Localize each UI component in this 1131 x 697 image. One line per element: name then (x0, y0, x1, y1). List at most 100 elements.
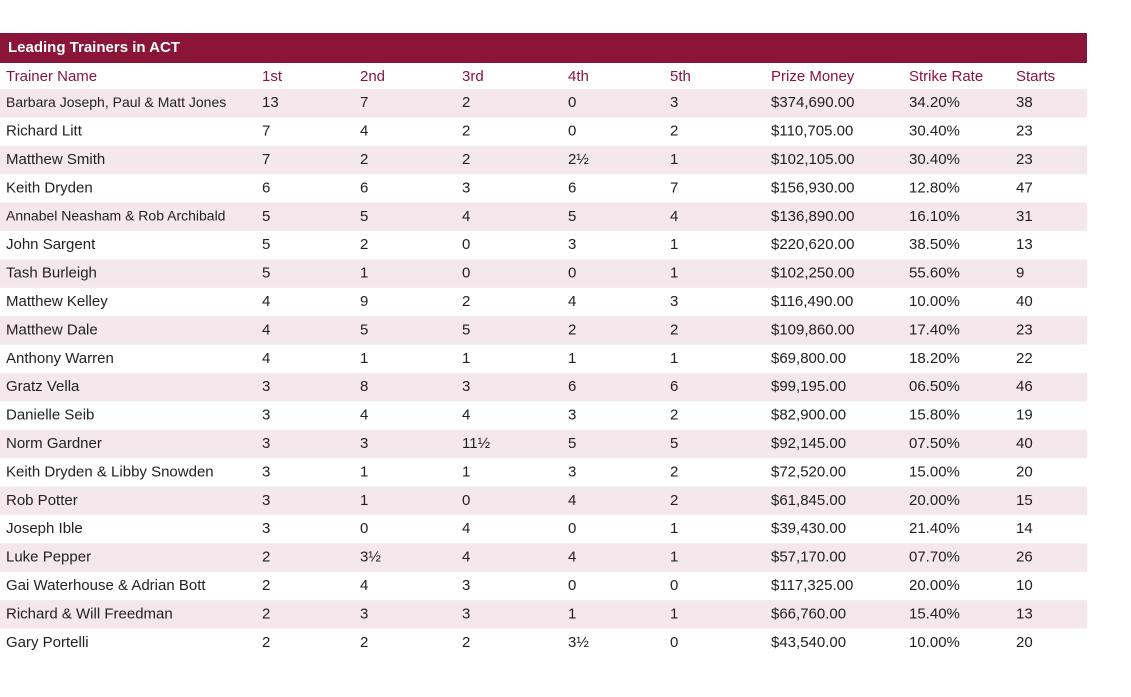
table-cell: 14 (1016, 520, 1033, 537)
table-cell: 3 (462, 179, 470, 196)
table-cell: $99,195.00 (771, 378, 846, 395)
table-cell: 2 (262, 605, 270, 622)
table-title: Leading Trainers in ACT (8, 39, 180, 56)
table-cell: $374,690.00 (771, 94, 854, 111)
table-cell: 2 (262, 549, 270, 566)
table-cell: 30.40% (909, 151, 960, 168)
table-cell: 1 (462, 350, 470, 367)
trainer-name: Keith Dryden (6, 179, 93, 196)
table-cell: $92,145.00 (771, 435, 846, 452)
trainer-name: Tash Burleigh (6, 265, 97, 282)
trainer-name: Gratz Vella (6, 378, 80, 395)
column-header: 5th (670, 68, 691, 85)
table-cell: 0 (670, 577, 678, 594)
table-cell: 6 (568, 378, 576, 395)
table-cell: $39,430.00 (771, 520, 846, 537)
table-cell: 3 (670, 94, 678, 111)
table-cell: 1 (360, 463, 368, 480)
table-cell: 16.10% (909, 208, 960, 225)
table-cell: 3 (462, 378, 470, 395)
table-cell: 3 (462, 605, 470, 622)
table-cell: 21.40% (909, 520, 960, 537)
table-cell: 2 (262, 577, 270, 594)
table-cell: 1 (462, 463, 470, 480)
table-cell: $43,540.00 (771, 634, 846, 651)
table-cell: 0 (462, 236, 470, 253)
table-cell: 0 (568, 94, 576, 111)
table-cell: 10.00% (909, 634, 960, 651)
table-cell: $117,325.00 (771, 577, 853, 594)
table-cell: 4 (462, 549, 470, 566)
trainer-name: Barbara Joseph, Paul & Matt Jones (6, 94, 226, 110)
table-cell: 5 (360, 208, 368, 225)
table-cell: 20.00% (909, 577, 960, 594)
column-header: 2nd (360, 68, 385, 85)
table-cell: 4 (568, 293, 576, 310)
table-cell: 2 (462, 151, 470, 168)
table-cell: 06.50% (909, 378, 960, 395)
table-cell: 2 (568, 321, 576, 338)
table-cell: 7 (262, 151, 270, 168)
table-cell: 7 (670, 179, 678, 196)
table-cell: 2 (262, 634, 270, 651)
table-cell: 3 (568, 463, 576, 480)
table-cell: 3 (360, 605, 368, 622)
table-cell: $156,930.00 (771, 179, 854, 196)
trainer-name: Gai Waterhouse & Adrian Bott (6, 577, 206, 594)
table-cell: 20 (1016, 634, 1033, 651)
table-cell: 0 (568, 123, 576, 140)
trainer-name: Danielle Seib (6, 407, 94, 424)
trainer-name: Joseph Ible (6, 520, 83, 537)
table-cell: 23 (1016, 123, 1033, 140)
table-cell: 4 (462, 407, 470, 424)
table-cell: 0 (462, 265, 470, 282)
column-header: 1st (262, 68, 283, 85)
table-cell: 2 (670, 407, 678, 424)
table-cell: $136,890.00 (771, 208, 854, 225)
row-shade (0, 316, 1087, 345)
table-cell: 38.50% (909, 236, 960, 253)
table-cell: 1 (670, 265, 678, 282)
table-cell: 3 (262, 435, 270, 452)
table-cell: 2 (670, 123, 678, 140)
trainer-name: Annabel Neasham & Rob Archibald (6, 208, 225, 224)
table-cell: 6 (360, 179, 368, 196)
table-cell: 4 (568, 492, 576, 509)
table-cell: 15.40% (909, 605, 960, 622)
table-cell: 0 (462, 492, 470, 509)
table-cell: 23 (1016, 151, 1033, 168)
trainer-name: Rob Potter (6, 492, 78, 509)
table-cell: 20.00% (909, 492, 960, 509)
table-cell: 13 (262, 94, 279, 111)
table-cell: 0 (360, 520, 368, 537)
table-cell: 3 (262, 378, 270, 395)
table-cell: 1 (670, 549, 678, 566)
table-cell: 2 (462, 123, 470, 140)
table-cell: 19 (1016, 407, 1033, 424)
table-cell: 3 (462, 577, 470, 594)
table-cell: 17.40% (909, 321, 960, 338)
trainer-name: Luke Pepper (6, 549, 91, 566)
row-shade (0, 145, 1087, 175)
table-cell: 4 (262, 321, 270, 338)
table-cell: $66,760.00 (771, 605, 846, 622)
table-cell: 2 (462, 293, 470, 310)
table-cell: 30.40% (909, 123, 960, 140)
table-cell: 1 (670, 236, 678, 253)
table-cell: 2 (360, 151, 368, 168)
trainer-name: John Sargent (6, 236, 96, 253)
table-cell: 55.60% (909, 265, 960, 282)
table-cell: 1 (360, 492, 368, 509)
table-cell: 38 (1016, 94, 1033, 111)
table-cell: 0 (568, 520, 576, 537)
table-cell: 20 (1016, 463, 1033, 480)
table-cell: 5 (360, 321, 368, 338)
table-cell: $102,105.00 (771, 151, 854, 168)
column-header: Prize Money (771, 68, 855, 85)
table-cell: $110,705.00 (771, 123, 853, 140)
table-cell: 22 (1016, 350, 1033, 367)
table-cell: 1 (568, 605, 576, 622)
table-cell: 5 (262, 236, 270, 253)
column-header: 4th (568, 68, 589, 85)
table-cell: 40 (1016, 293, 1033, 310)
